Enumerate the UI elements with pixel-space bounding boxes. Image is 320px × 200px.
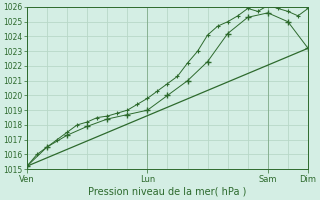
X-axis label: Pression niveau de la mer( hPa ): Pression niveau de la mer( hPa ) <box>88 187 247 197</box>
